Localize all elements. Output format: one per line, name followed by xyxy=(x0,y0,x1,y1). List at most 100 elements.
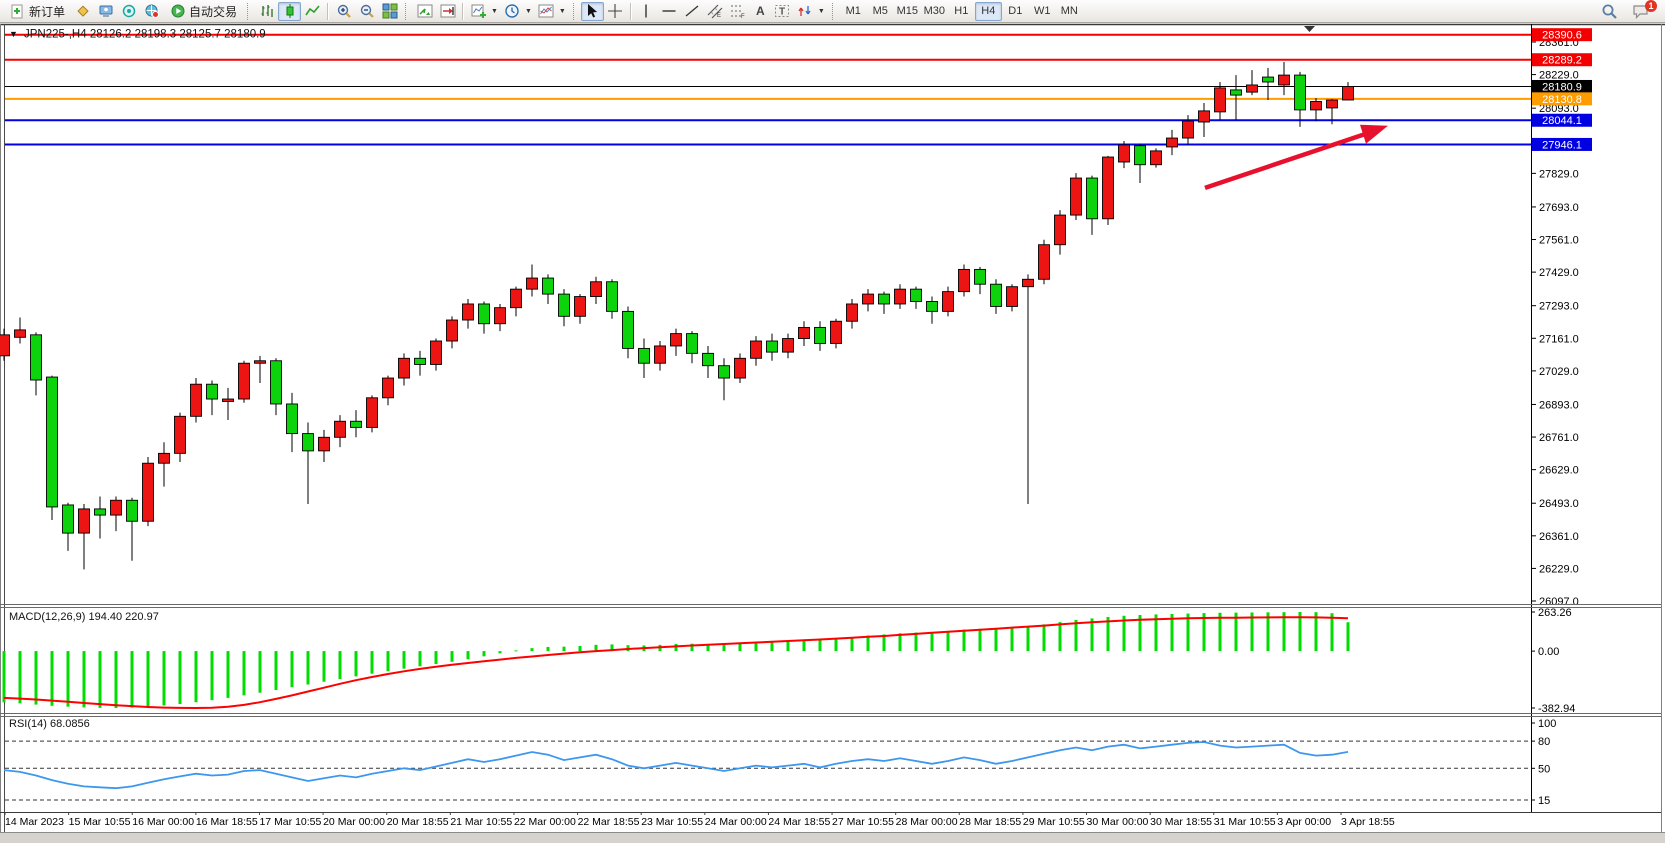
price-axis[interactable]: 28361.028229.028093.027829.027693.027561… xyxy=(1531,24,1592,812)
svg-text:E: E xyxy=(717,13,721,19)
toolbar-drag-handle[interactable] xyxy=(405,2,409,20)
candle-body xyxy=(190,383,202,417)
trend-arrow[interactable] xyxy=(1204,124,1388,191)
candle-body xyxy=(670,333,682,347)
price-badge-label: 28289.2 xyxy=(1542,55,1582,67)
new-order-button[interactable]: 新订单 xyxy=(3,2,71,21)
autotrade-icon xyxy=(169,3,186,20)
candle-body xyxy=(958,268,970,293)
auto-trading-button[interactable]: 自动交易 xyxy=(163,2,243,21)
timeframe-button-d1[interactable]: D1 xyxy=(1002,2,1029,21)
candle-body xyxy=(286,403,298,435)
panel-splitter-macd[interactable] xyxy=(0,604,1661,608)
time-tick-label: 21 Mar 10:55 xyxy=(450,816,512,828)
market-icon[interactable] xyxy=(140,2,163,21)
toolbar-drag-handle[interactable] xyxy=(572,2,577,20)
candle-body xyxy=(94,508,106,516)
macd-panel: MACD(12,26,9) 194.40 220.97 263.26 0.00 -38… xyxy=(2,607,1575,715)
candle-body xyxy=(222,398,234,402)
time-tick-label: 27 Mar 10:55 xyxy=(832,816,894,828)
time-tick-label: 30 Mar 18:55 xyxy=(1150,816,1212,828)
indicators-icon[interactable]: ▼ xyxy=(467,2,501,21)
rsi-tick-label: 50 xyxy=(1538,763,1550,775)
timeframe-button-w1[interactable]: W1 xyxy=(1029,2,1056,21)
cursor-icon[interactable] xyxy=(580,1,604,21)
candle-body xyxy=(526,277,538,290)
timeframe-button-m15[interactable]: M15 xyxy=(894,2,921,21)
svg-text:F: F xyxy=(741,14,745,19)
candle-body xyxy=(590,281,602,298)
text-icon[interactable]: A xyxy=(756,4,765,18)
candle-body xyxy=(878,293,890,305)
line-chart-icon[interactable] xyxy=(301,2,324,21)
periods-icon[interactable]: ▼ xyxy=(501,2,535,21)
price-badge xyxy=(1532,92,1592,106)
timeframe-button-m5[interactable]: M5 xyxy=(867,2,894,21)
market-depth-icon[interactable] xyxy=(71,2,94,21)
price-tick-label: 26493.0 xyxy=(1539,498,1579,510)
auto-scroll-icon[interactable] xyxy=(413,2,436,21)
notifications-icon[interactable]: 1 xyxy=(1629,0,1657,21)
candlestick-chart-icon[interactable] xyxy=(278,1,302,21)
trendline-icon[interactable] xyxy=(681,2,704,21)
timeframe-button-m30[interactable]: M30 xyxy=(921,2,948,21)
price-tick-label: 26629.0 xyxy=(1539,465,1579,477)
chart-collapse-icon[interactable]: ▼ xyxy=(9,29,18,39)
zoom-out-icon[interactable] xyxy=(355,2,378,21)
timeframe-button-m1[interactable]: M1 xyxy=(840,2,867,21)
price-badge-label: 28180.9 xyxy=(1542,81,1582,93)
bar-chart-icon[interactable] xyxy=(255,2,278,21)
candle-body xyxy=(974,268,986,285)
chart-shift-marker[interactable] xyxy=(1304,26,1315,32)
price-tick-label: 27429.0 xyxy=(1539,267,1579,279)
time-tick-label: 28 Mar 18:55 xyxy=(959,816,1021,828)
fibonacci-icon[interactable]: F xyxy=(727,2,750,21)
timeframe-button-mn[interactable]: MN xyxy=(1056,2,1083,21)
panel-splitter-rsi[interactable] xyxy=(0,713,1661,717)
main-toolbar: 新订单 自动交易 ▼ ▼ ▼ E F A T ▼ M1 M5 M15 M30 H1 H4 D… xyxy=(0,0,1665,23)
svg-text:T: T xyxy=(779,7,785,18)
equidistant-channel-icon[interactable]: E xyxy=(704,2,727,21)
candle-body xyxy=(462,303,474,321)
candle-body xyxy=(14,329,26,338)
price-badge xyxy=(1532,79,1592,93)
tile-windows-icon[interactable] xyxy=(378,2,401,21)
crosshair-icon[interactable] xyxy=(604,2,627,21)
templates-icon[interactable]: ▼ xyxy=(535,2,569,21)
price-tick-label: 26761.0 xyxy=(1539,432,1579,444)
time-tick-label: 22 Mar 18:55 xyxy=(578,816,640,828)
signals-icon[interactable] xyxy=(117,2,140,21)
toolbar-drag-handle[interactable] xyxy=(831,2,836,20)
time-tick-label: 3 Apr 18:55 xyxy=(1341,816,1395,828)
zoom-in-icon[interactable] xyxy=(332,2,355,21)
horizontal-line-icon[interactable] xyxy=(658,2,681,21)
price-badge xyxy=(1532,113,1592,127)
vertical-line-icon[interactable] xyxy=(635,2,658,21)
time-axis[interactable]: 14 Mar 2023 15 Mar 10:55 16 Mar 00:00 16 Ma… xyxy=(4,812,1395,828)
price-tick-label: 26361.0 xyxy=(1539,531,1579,543)
text-label-icon[interactable]: T xyxy=(771,2,794,21)
candle-body xyxy=(574,296,586,317)
candle-body xyxy=(398,357,410,379)
candle-body xyxy=(478,303,490,325)
price-tick-label: 27161.0 xyxy=(1539,333,1579,345)
timeframe-button-h4[interactable]: H4 xyxy=(974,1,1002,21)
virtual-hosting-icon[interactable] xyxy=(94,2,117,21)
arrows-icon[interactable]: ▼ xyxy=(794,2,828,21)
time-tick-label: 17 Mar 10:55 xyxy=(259,816,321,828)
search-icon[interactable] xyxy=(1598,2,1621,21)
candle-body xyxy=(1326,99,1338,109)
candle-body xyxy=(734,357,746,379)
chart-shift-icon[interactable] xyxy=(436,2,459,21)
candle-body xyxy=(158,452,170,464)
candle-body xyxy=(174,415,186,454)
candle-body xyxy=(798,326,810,339)
timeframe-button-h1[interactable]: H1 xyxy=(948,2,975,21)
toolbar-drag-handle[interactable] xyxy=(247,2,251,20)
price-tick-label: 26229.0 xyxy=(1539,563,1579,575)
price-tick-label: 28229.0 xyxy=(1539,70,1579,82)
candle-body xyxy=(942,291,954,312)
toolbar-separator xyxy=(629,2,632,20)
toolbar-separator xyxy=(327,2,330,20)
